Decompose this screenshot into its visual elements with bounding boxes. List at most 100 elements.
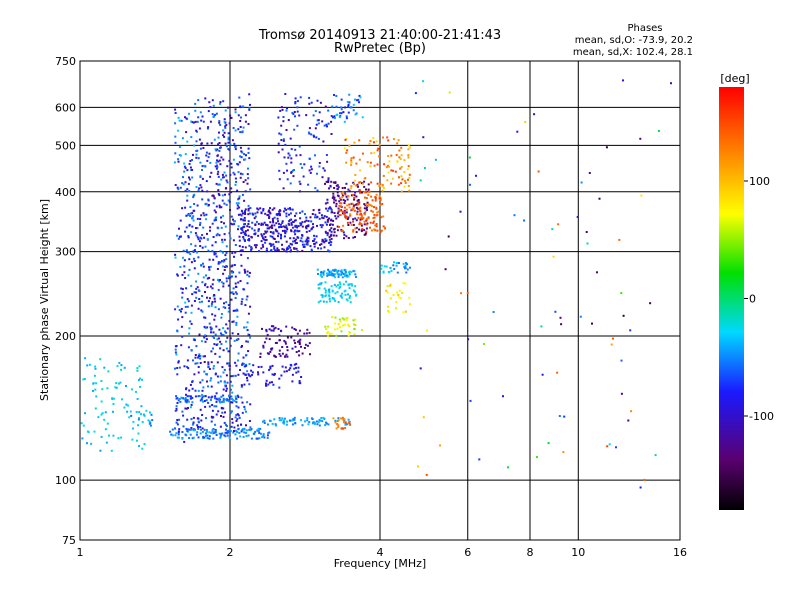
data-point <box>230 298 233 301</box>
data-point <box>141 378 143 381</box>
data-point <box>204 282 207 285</box>
data-point <box>353 209 356 212</box>
data-point <box>235 292 238 295</box>
data-point <box>333 201 335 204</box>
data-point <box>253 233 256 235</box>
data-point <box>247 373 250 376</box>
data-point <box>235 414 238 416</box>
y-tick-label: 400 <box>55 186 76 199</box>
data-point <box>257 222 260 225</box>
data-point <box>199 399 202 402</box>
data-point <box>222 306 225 309</box>
data-point <box>92 382 95 385</box>
data-point <box>246 370 249 373</box>
data-point <box>227 350 230 353</box>
data-point <box>576 216 579 218</box>
data-point <box>210 327 213 330</box>
data-point <box>352 224 355 226</box>
data-point <box>263 419 266 422</box>
data-point <box>305 219 308 222</box>
data-point <box>199 355 202 357</box>
data-point <box>329 270 332 273</box>
data-point <box>620 359 623 362</box>
data-point <box>230 291 233 294</box>
data-point <box>299 163 302 165</box>
data-point <box>341 210 344 213</box>
data-point <box>100 435 103 438</box>
data-point <box>277 328 280 330</box>
data-point <box>186 251 189 254</box>
data-point <box>186 199 189 202</box>
data-point <box>336 212 339 215</box>
data-point <box>346 218 349 220</box>
data-point <box>285 208 288 211</box>
data-point <box>222 349 225 352</box>
data-point <box>326 332 329 335</box>
data-point <box>191 176 194 179</box>
data-point <box>240 423 243 426</box>
data-point <box>266 224 269 227</box>
data-point <box>247 204 250 207</box>
data-point <box>181 296 184 299</box>
data-point <box>344 317 347 320</box>
data-point <box>273 216 276 219</box>
data-point <box>192 422 195 425</box>
data-point <box>253 244 256 247</box>
data-point <box>290 157 293 160</box>
data-point <box>202 120 205 123</box>
data-point <box>355 293 358 296</box>
data-point <box>228 122 231 125</box>
data-point <box>336 225 339 228</box>
data-point <box>380 267 383 270</box>
data-point <box>86 442 88 445</box>
data-point <box>201 246 204 249</box>
data-point <box>202 265 205 268</box>
data-point <box>224 411 226 414</box>
data-point <box>277 240 280 243</box>
data-point <box>128 416 131 419</box>
data-point <box>233 399 236 402</box>
data-point <box>273 224 276 227</box>
data-point <box>318 217 321 220</box>
data-point <box>247 220 250 223</box>
data-point <box>246 182 249 185</box>
data-point <box>447 235 450 238</box>
data-point <box>217 261 220 264</box>
data-point <box>314 216 316 219</box>
data-point <box>177 436 180 439</box>
data-point <box>286 107 288 110</box>
data-point <box>189 406 192 409</box>
x-tick-label: 10 <box>571 546 585 559</box>
data-point <box>356 213 358 216</box>
data-point <box>244 246 247 249</box>
data-point <box>212 331 215 334</box>
data-point <box>272 221 275 224</box>
data-point <box>332 181 335 184</box>
data-point <box>189 206 192 208</box>
data-point <box>183 259 186 262</box>
data-point <box>276 217 279 220</box>
data-point <box>245 410 247 413</box>
data-point <box>337 425 340 428</box>
data-point <box>138 365 141 368</box>
data-point <box>340 269 343 272</box>
data-point <box>325 421 327 424</box>
data-point <box>210 420 213 423</box>
data-point <box>401 178 404 181</box>
data-point <box>348 144 351 147</box>
data-point <box>198 395 201 397</box>
data-point <box>207 363 210 366</box>
data-point <box>265 382 267 385</box>
data-point <box>262 346 265 349</box>
data-point <box>249 426 252 429</box>
data-point <box>187 407 189 409</box>
data-point <box>348 422 351 425</box>
data-point <box>483 343 486 345</box>
data-point <box>209 326 212 329</box>
data-point <box>227 398 230 401</box>
data-point <box>330 133 333 135</box>
data-point <box>178 119 181 122</box>
data-point <box>222 158 225 161</box>
data-point <box>241 130 244 133</box>
data-point <box>220 333 223 336</box>
